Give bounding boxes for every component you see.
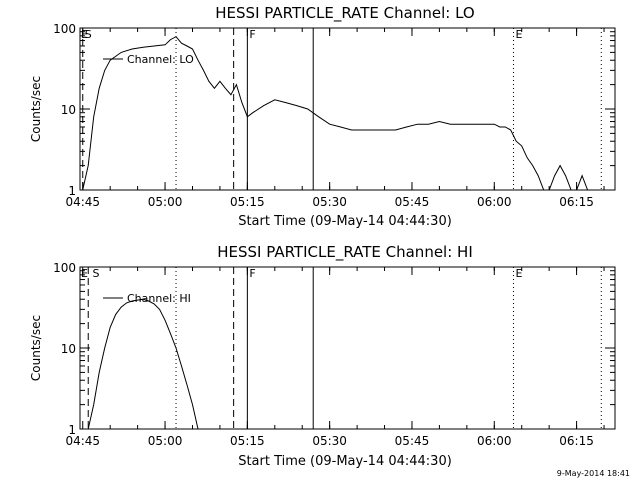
lo-x-tick-label: 05:15 bbox=[230, 195, 265, 209]
hi-x-tick-label: 05:15 bbox=[230, 434, 265, 448]
hi-corner-label: E bbox=[81, 267, 88, 280]
hi-marker-label: E bbox=[515, 267, 522, 280]
lo-series bbox=[82, 36, 615, 191]
lo-x-tick-label: 05:00 bbox=[148, 195, 183, 209]
lo-marker-label: E bbox=[515, 28, 522, 41]
hi-x-tick-label: 05:30 bbox=[312, 434, 347, 448]
hi-x-tick-label: 05:45 bbox=[395, 434, 430, 448]
lo-corner-label: E bbox=[81, 28, 88, 41]
lo-series-line bbox=[82, 36, 615, 191]
lo-x-tick-label: 05:30 bbox=[312, 195, 347, 209]
hi-y-axis-label: Counts/sec bbox=[29, 315, 43, 381]
hi-x-tick-label: 04:45 bbox=[65, 434, 100, 448]
hi-y-tick-label: 10 bbox=[61, 342, 76, 356]
lo-channel-panel: HESSI PARTICLE_RATE Channel: LO Counts/s… bbox=[29, 4, 616, 229]
lo-x-tick-label: 05:45 bbox=[395, 195, 430, 209]
lo-x-tick-label: 06:15 bbox=[559, 195, 594, 209]
lo-event-markers: S F EE bbox=[81, 28, 602, 190]
lo-chart-title: HESSI PARTICLE_RATE Channel: LO bbox=[215, 4, 474, 23]
generation-timestamp: 9-May-2014 18:41 bbox=[557, 469, 630, 478]
lo-y-tick-label: 1 bbox=[68, 184, 76, 198]
hi-series-line bbox=[87, 298, 199, 430]
hi-marker-label: F bbox=[249, 267, 255, 280]
hi-series bbox=[87, 298, 199, 430]
lo-legend-label: Channel: LO bbox=[127, 53, 194, 66]
hi-channel-panel: HESSI PARTICLE_RATE Channel: HI Counts/s… bbox=[29, 243, 616, 469]
lo-marker-label: F bbox=[249, 28, 255, 41]
lo-marker-label: S bbox=[85, 28, 92, 41]
lo-x-tick-label: 04:45 bbox=[65, 195, 100, 209]
hi-legend-label: Channel: HI bbox=[127, 292, 191, 305]
lo-y-tick-label: 10 bbox=[61, 103, 76, 117]
hi-x-tick-label: 06:15 bbox=[559, 434, 594, 448]
hi-axis-ticks: 04:45 05:00 05:15 05:30 05:45 06:00 06:15 1 10 10… bbox=[53, 261, 615, 448]
lo-x-tick-label: 06:00 bbox=[477, 195, 512, 209]
lo-y-tick-label: 100 bbox=[53, 22, 76, 36]
hi-x-tick-label: 05:00 bbox=[148, 434, 183, 448]
lo-x-axis-label: Start Time (09-May-14 04:44:30) bbox=[238, 214, 452, 229]
lo-axis-ticks: 04:45 05:00 05:15 05:30 05:45 06:00 06:15 1 10 10… bbox=[53, 22, 615, 209]
lo-y-axis-label: Counts/sec bbox=[29, 76, 43, 142]
hi-y-tick-label: 100 bbox=[53, 261, 76, 275]
hi-x-axis-label: Start Time (09-May-14 04:44:30) bbox=[238, 454, 452, 469]
hi-corner-label: S bbox=[92, 267, 99, 280]
hi-chart-title: HESSI PARTICLE_RATE Channel: HI bbox=[217, 243, 473, 262]
hi-y-tick-label: 1 bbox=[68, 423, 76, 437]
hi-x-tick-label: 06:00 bbox=[477, 434, 512, 448]
